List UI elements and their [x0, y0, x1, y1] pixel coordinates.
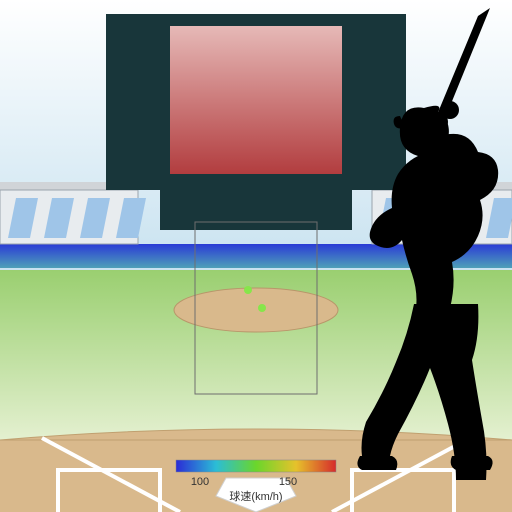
pitch-marker — [258, 304, 266, 312]
scoreboard-base — [160, 190, 352, 230]
colorbar-tick: 100 — [191, 476, 209, 488]
speed-colorbar — [176, 460, 336, 472]
pitch-chart: 100 150球速(km/h) — [0, 0, 512, 512]
colorbar-tick: 150 — [279, 476, 297, 488]
scoreboard-screen — [170, 26, 342, 174]
colorbar-label: 球速(km/h) — [229, 489, 282, 503]
pitch-marker — [244, 286, 252, 294]
pitchers-mound — [174, 288, 338, 332]
